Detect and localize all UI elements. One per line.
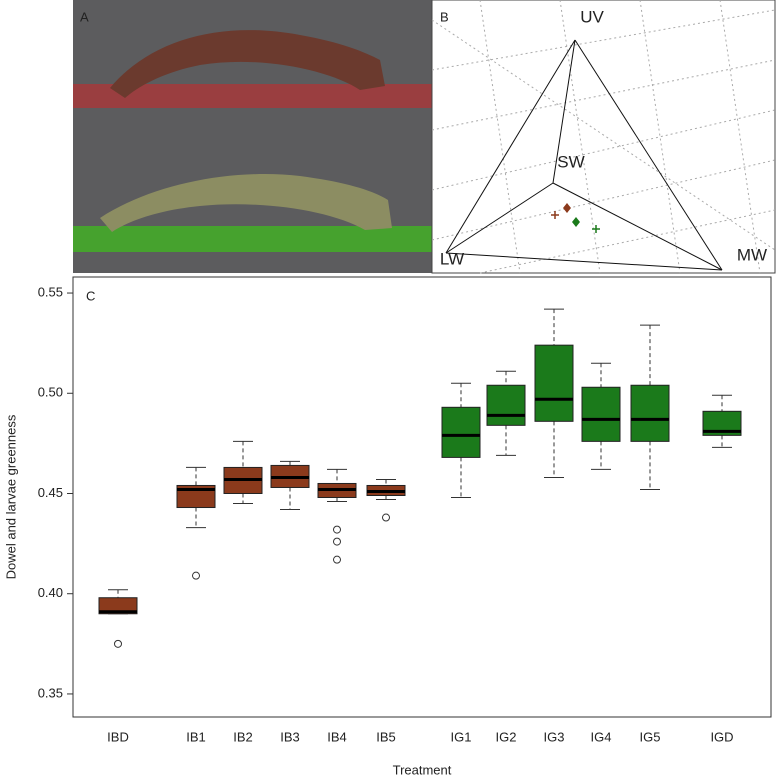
vertex-label: MW: [737, 245, 767, 264]
point-marker: [592, 225, 600, 233]
box: [630, 384, 670, 442]
box: [441, 406, 481, 458]
y-axis-title: Dowel and larvae greenness: [3, 414, 18, 579]
outlier: [333, 555, 341, 564]
outlier: [114, 639, 122, 648]
panel-label: C: [86, 288, 95, 303]
point-marker: [551, 211, 559, 219]
outlier: [382, 513, 390, 522]
x-tick-label: IB1: [186, 729, 206, 744]
x-tick-label: IG5: [640, 729, 661, 744]
y-tick-label: 0.45: [38, 485, 63, 500]
box: [534, 344, 574, 422]
x-tick-label: IG4: [591, 729, 612, 744]
vertex-label: SW: [557, 152, 584, 171]
plot-frame: [72, 276, 772, 718]
vertex-label: LW: [440, 249, 464, 268]
x-tick-label: IB2: [233, 729, 253, 744]
y-tick-label: 0.50: [38, 385, 63, 400]
box: [581, 386, 621, 442]
point-marker: [572, 217, 580, 227]
box: [486, 384, 526, 426]
tetrahedron: [445, 39, 723, 271]
y-tick-label: 0.40: [38, 585, 63, 600]
outlier: [333, 537, 341, 546]
point-marker: [563, 203, 571, 213]
panel-a: A: [73, 0, 432, 273]
x-tick-label: IG3: [544, 729, 565, 744]
x-tick-label: IB4: [327, 729, 347, 744]
panel-label: A: [80, 9, 89, 24]
vertex-label: UV: [580, 7, 604, 26]
x-tick-label: IB3: [280, 729, 300, 744]
panel-frame: [431, 0, 776, 274]
brown-caterpillar: [110, 30, 385, 99]
x-tick-label: IB5: [376, 729, 396, 744]
grid: [431, 0, 776, 274]
green-caterpillar: [100, 174, 392, 232]
box: [98, 597, 138, 615]
panel-label: B: [440, 9, 449, 24]
box: [176, 484, 216, 509]
y-tick-label: 0.55: [38, 284, 63, 299]
x-tick-label: IGD: [710, 729, 733, 744]
x-axis-title: Treatment: [393, 762, 452, 777]
y-tick-label: 0.35: [38, 685, 63, 700]
green-dowel: [73, 226, 432, 252]
x-tick-label: IBD: [107, 729, 129, 744]
x-tick-label: IG1: [451, 729, 472, 744]
outlier: [192, 571, 200, 580]
x-tick-label: IG2: [496, 729, 517, 744]
panel-b: UV SW LW MW B: [431, 0, 776, 274]
outlier: [333, 525, 341, 534]
